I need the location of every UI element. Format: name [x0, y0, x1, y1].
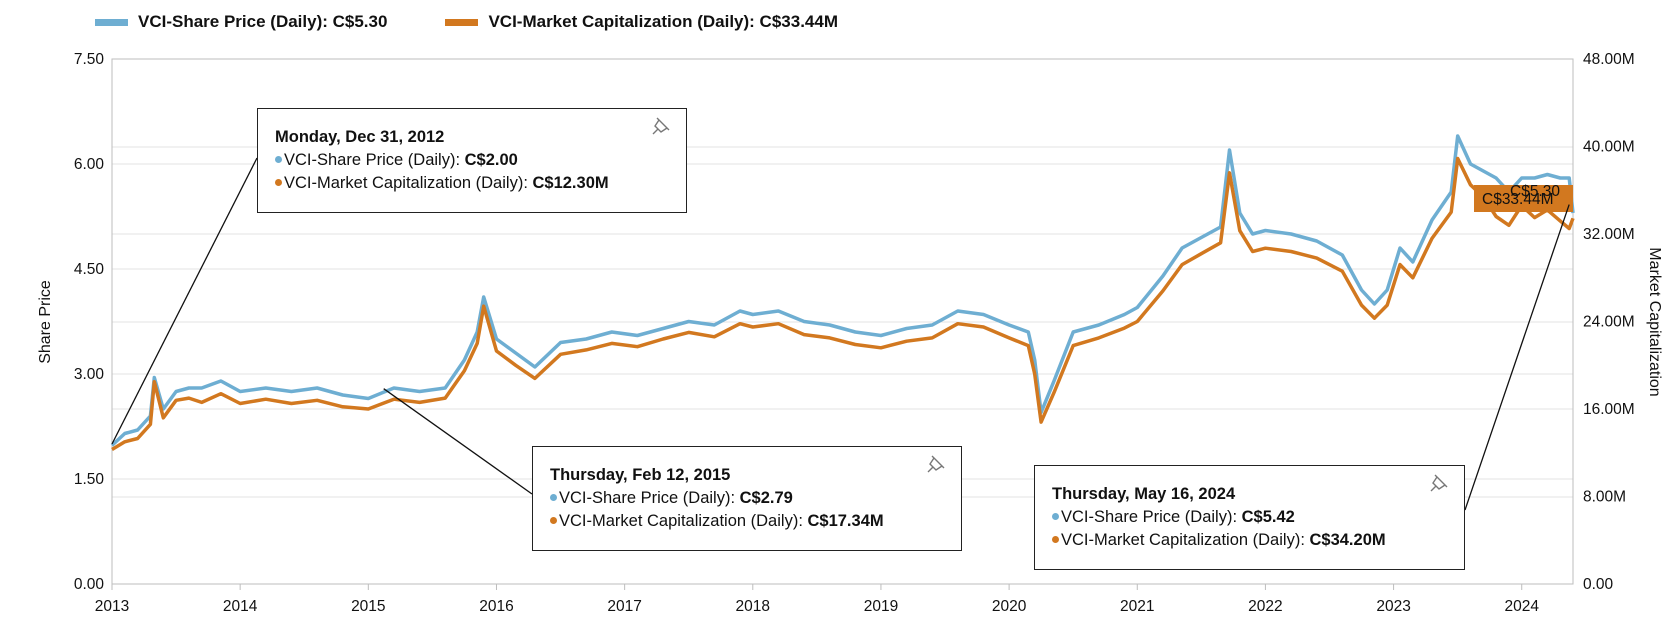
- tooltip-value-market-cap: C$17.34M: [807, 512, 884, 530]
- tooltip-leader-lines: [111, 157, 1570, 511]
- tooltip-row-share-price: VCI-Share Price (Daily): C$5.42: [1052, 506, 1447, 529]
- x-tick-label: 2019: [864, 598, 898, 615]
- tooltip-dot-share-price: [275, 156, 282, 163]
- tooltip-date: Thursday, May 16, 2024: [1052, 485, 1236, 503]
- tooltip-value-share-price: C$2.79: [739, 489, 793, 507]
- y-axis-left-title: Share Price: [37, 280, 54, 364]
- pin-icon[interactable]: [925, 453, 947, 475]
- tooltip-leader-line: [1464, 204, 1570, 511]
- tooltip-pinned: Monday, Dec 31, 2012 VCI-Share Price (Da…: [257, 108, 687, 213]
- tooltip-label-share-price: VCI-Share Price (Daily):: [559, 489, 740, 507]
- y-right-tick-label: 40.00M: [1583, 139, 1635, 156]
- tooltip-value-share-price: C$5.42: [1241, 508, 1295, 526]
- legend-swatch-market-cap: [445, 18, 479, 26]
- tooltip-dot-market-cap: [275, 179, 282, 186]
- tooltip-label-market-cap: VCI-Market Capitalization (Daily):: [559, 512, 808, 530]
- x-tick-label: 2023: [1376, 598, 1410, 615]
- x-tick-label: 2015: [351, 598, 385, 615]
- y-axis-right-ticks: 0.00 8.00M 16.00M 24.00M 32.00M 40.00M 48.00M: [1583, 51, 1635, 593]
- end-label-market-cap: C$33.44M: [1482, 191, 1554, 208]
- tooltip-row-market-cap: VCI-Market Capitalization (Daily): C$12.…: [275, 172, 669, 195]
- y-right-tick-label: 24.00M: [1583, 314, 1635, 331]
- x-axis-ticks: 2013 2014 2015 2016 2017 2018 2019 2020 2021 2022…: [95, 584, 1539, 615]
- legend-label-share-price: VCI-Share Price (Daily): C$5.30: [138, 12, 388, 31]
- end-label-market-cap-bg: [1474, 185, 1573, 212]
- tooltip-row-share-price: VCI-Share Price (Daily): C$2.79: [550, 487, 944, 510]
- tooltip-label-market-cap: VCI-Market Capitalization (Daily):: [1061, 531, 1310, 549]
- y-axis-right-title: Market Capitalization: [1646, 247, 1663, 396]
- tooltip-date: Monday, Dec 31, 2012: [275, 128, 445, 146]
- legend-item-share-price[interactable]: VCI-Share Price (Daily): C$5.30: [95, 12, 387, 32]
- series-line-share-price[interactable]: [110, 134, 1575, 447]
- end-label-share-price: C$5.30: [1510, 183, 1560, 200]
- y-left-tick-label: 3.00: [74, 366, 105, 383]
- tooltip-leader-line: [111, 157, 258, 445]
- tooltip-label-share-price: VCI-Share Price (Daily):: [284, 151, 465, 169]
- tooltip-dot-market-cap: [1052, 536, 1059, 543]
- tooltip-value-share-price: C$2.00: [464, 151, 518, 169]
- end-value-labels: C$5.30 C$33.44M: [1474, 183, 1573, 212]
- y-left-tick-label: 1.50: [74, 471, 105, 488]
- tooltip-value-market-cap: C$12.30M: [532, 174, 609, 192]
- pin-icon[interactable]: [1428, 472, 1450, 494]
- x-tick-label: 2018: [736, 598, 770, 615]
- tooltip-dot-share-price: [1052, 513, 1059, 520]
- y-right-tick-label: 8.00M: [1583, 489, 1626, 506]
- y-axis-left-ticks: 0.00 1.50 3.00 4.50 6.00 7.50: [74, 51, 105, 593]
- y-right-tick-label: 16.00M: [1583, 401, 1635, 418]
- tooltip-value-market-cap: C$34.20M: [1309, 531, 1386, 549]
- tooltip-label-market-cap: VCI-Market Capitalization (Daily):: [284, 174, 533, 192]
- x-tick-label: 2016: [479, 598, 513, 615]
- tooltip-row-share-price: VCI-Share Price (Daily): C$2.00: [275, 149, 669, 172]
- x-tick-label: 2022: [1248, 598, 1282, 615]
- x-tick-label: 2014: [223, 598, 258, 615]
- x-tick-label: 2021: [1120, 598, 1154, 615]
- plot-area-border: [111, 58, 1574, 585]
- y-right-tick-label: 0.00: [1583, 576, 1614, 593]
- tooltip-date: Thursday, Feb 12, 2015: [550, 466, 731, 484]
- chart-legend: VCI-Share Price (Daily): C$5.30 VCI-Mark…: [95, 10, 896, 34]
- x-tick-label: 2024: [1504, 598, 1539, 615]
- legend-label-market-cap: VCI-Market Capitalization (Daily): C$33.…: [488, 12, 838, 31]
- y-left-tick-label: 0.00: [74, 576, 105, 593]
- x-tick-label: 2013: [95, 598, 129, 615]
- legend-item-market-cap[interactable]: VCI-Market Capitalization (Daily): C$33.…: [445, 12, 838, 32]
- tooltip-pinned: Thursday, May 16, 2024 VCI-Share Price (…: [1034, 465, 1465, 570]
- tooltip-label-share-price: VCI-Share Price (Daily):: [1061, 508, 1242, 526]
- x-tick-label: 2017: [607, 598, 641, 615]
- tooltip-row-market-cap: VCI-Market Capitalization (Daily): C$17.…: [550, 510, 944, 533]
- y-left-tick-label: 7.50: [74, 51, 105, 68]
- y-left-tick-label: 4.50: [74, 261, 105, 278]
- pin-icon[interactable]: [650, 115, 672, 137]
- series-layer: [110, 134, 1575, 451]
- x-tick-label: 2020: [992, 598, 1027, 615]
- y-right-tick-label: 32.00M: [1583, 226, 1635, 243]
- series-line-market-cap[interactable]: [111, 156, 1575, 451]
- tooltip-row-market-cap: VCI-Market Capitalization (Daily): C$34.…: [1052, 529, 1447, 552]
- y-right-tick-label: 48.00M: [1583, 51, 1635, 68]
- tooltip-dot-share-price: [550, 494, 557, 501]
- tooltip-dot-market-cap: [550, 517, 557, 524]
- tooltip-pinned: Thursday, Feb 12, 2015 VCI-Share Price (…: [532, 446, 962, 551]
- tooltip-leader-line: [383, 388, 533, 495]
- y-left-tick-label: 6.00: [74, 156, 105, 173]
- legend-swatch-share-price: [95, 18, 128, 26]
